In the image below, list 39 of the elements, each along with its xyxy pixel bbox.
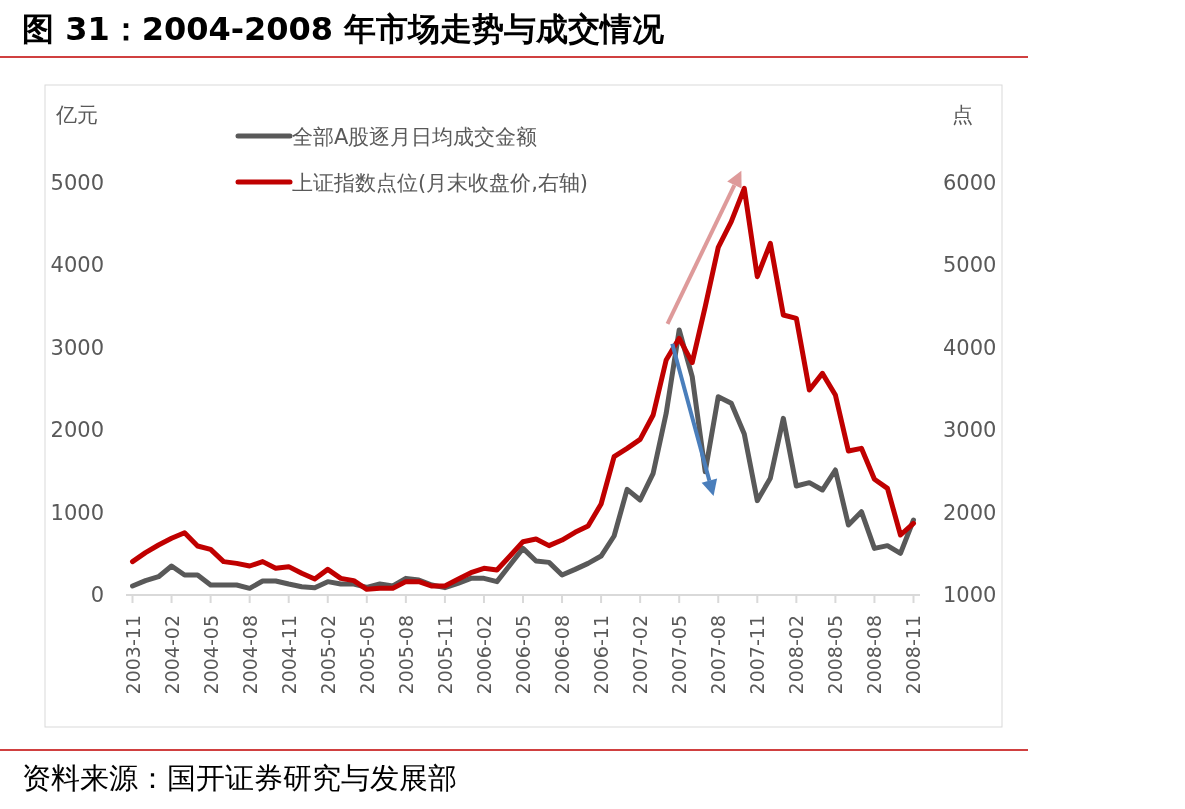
y-tick-label: 0 bbox=[90, 583, 104, 607]
x-tick-label: 2006-11 bbox=[590, 615, 613, 695]
x-tick-label: 2007-11 bbox=[746, 615, 769, 695]
y-axis-title: 亿元 bbox=[55, 103, 98, 127]
x-tick-label: 2006-08 bbox=[551, 615, 574, 695]
y2-axis-title: 点 bbox=[952, 103, 973, 127]
y2-tick-label: 6000 bbox=[943, 171, 997, 195]
y-tick-label: 2000 bbox=[50, 418, 104, 443]
x-tick-label: 2005-02 bbox=[316, 615, 339, 695]
x-tick-label: 2007-05 bbox=[668, 615, 691, 695]
x-tick-label: 2004-11 bbox=[277, 615, 300, 695]
y-tick-label: 1000 bbox=[50, 500, 104, 525]
text: 资料来源：国开证券研究与发展部 bbox=[22, 761, 457, 795]
y-tick-label: 5000 bbox=[50, 171, 104, 195]
x-tick-label: 2005-08 bbox=[394, 615, 417, 695]
y-tick-label: 3000 bbox=[50, 335, 104, 360]
y2-tick-label: 1000 bbox=[943, 583, 997, 607]
x-tick-label: 2006-02 bbox=[472, 615, 495, 695]
x-tick-label: 2005-11 bbox=[433, 615, 456, 695]
x-tick-label: 2008-05 bbox=[824, 615, 847, 695]
x-tick-label: 2007-02 bbox=[629, 615, 652, 695]
x-tick-label: 2008-11 bbox=[902, 615, 925, 695]
y2-tick-label: 3000 bbox=[943, 418, 997, 443]
legend-label: 全部A股逐月日均成交金额 bbox=[292, 125, 538, 149]
x-tick-label: 2004-08 bbox=[238, 615, 261, 695]
y2-tick-label: 5000 bbox=[943, 253, 997, 278]
y-tick-label: 4000 bbox=[50, 253, 104, 278]
x-tick-label: 2003-11 bbox=[121, 615, 144, 695]
x-tick-label: 2004-02 bbox=[160, 615, 183, 695]
x-tick-label: 2007-08 bbox=[707, 615, 730, 695]
legend-label: 上证指数点位(月末收盘价,右轴) bbox=[292, 171, 589, 195]
y2-tick-label: 2000 bbox=[943, 500, 997, 525]
x-tick-label: 2005-05 bbox=[355, 615, 378, 695]
y2-tick-label: 4000 bbox=[943, 335, 997, 360]
x-tick-label: 2004-05 bbox=[199, 615, 222, 695]
x-tick-label: 2006-05 bbox=[512, 615, 534, 695]
x-tick-label: 2008-08 bbox=[863, 615, 886, 695]
chart-title: 图 31：2004-2008 年市场走势与成交情况 bbox=[22, 10, 666, 48]
x-tick-label: 2008-02 bbox=[785, 615, 808, 695]
